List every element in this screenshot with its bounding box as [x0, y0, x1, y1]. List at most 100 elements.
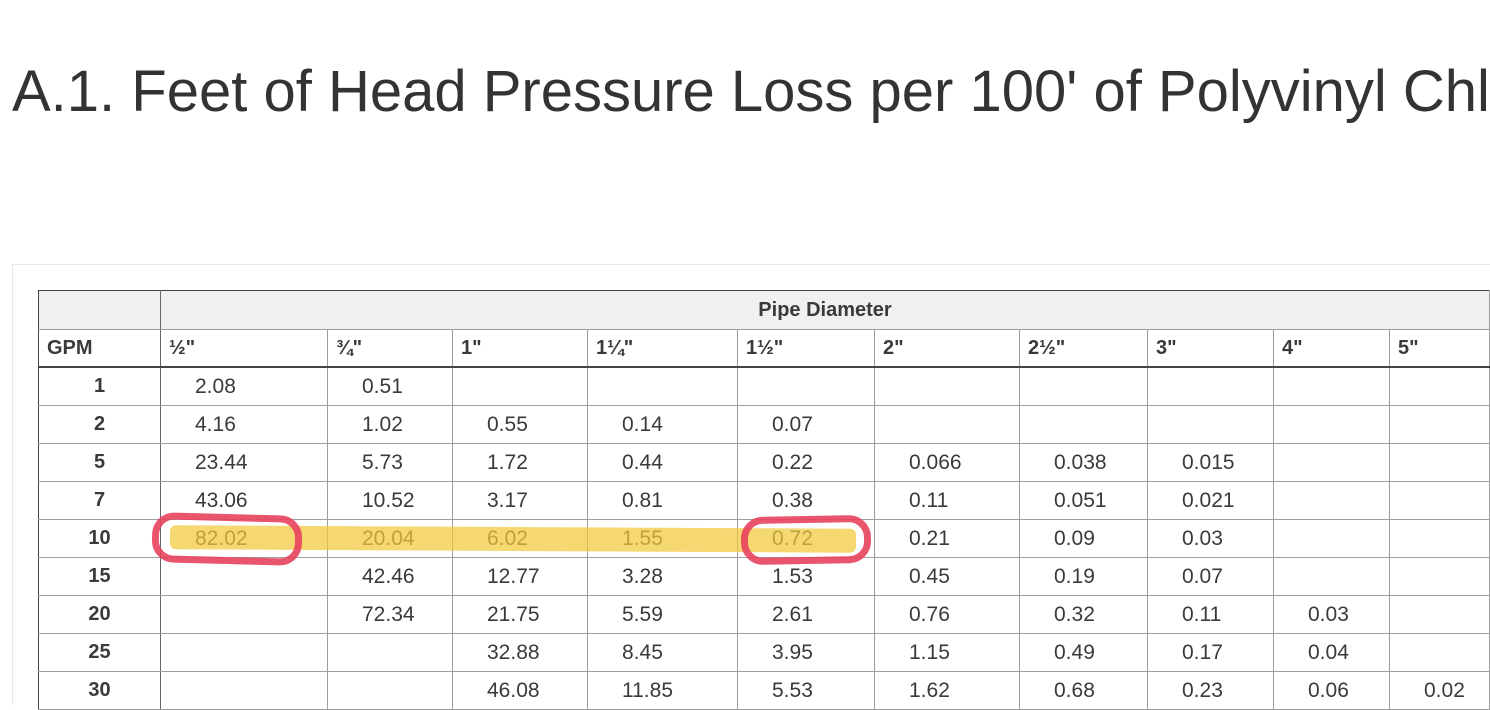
value-cell: 0.04 — [1273, 633, 1390, 672]
value-cell — [1389, 366, 1490, 406]
value-cell: 0.03 — [1147, 519, 1274, 558]
gpm-cell: 30 — [38, 671, 161, 710]
column-header: 1" — [452, 329, 588, 368]
value-cell: 1.62 — [874, 671, 1020, 710]
table-row: 2 4.16 1.02 0.55 0.14 0.07 — [38, 405, 1490, 444]
value-cell — [452, 366, 588, 406]
column-header: 1¼" — [587, 329, 738, 368]
table-row: 5 23.44 5.73 1.72 0.44 0.22 0.066 0.038 0.015 — [38, 443, 1490, 482]
value-cell — [1019, 366, 1148, 406]
value-cell — [874, 366, 1020, 406]
gpm-cell: 25 — [38, 633, 161, 672]
value-cell: 1.55 — [587, 519, 738, 558]
value-cell — [160, 671, 328, 710]
value-cell: 0.14 — [587, 405, 738, 444]
value-cell — [160, 557, 328, 596]
value-cell: 43.06 — [160, 481, 328, 520]
value-cell — [1273, 443, 1390, 482]
value-cell: 0.17 — [1147, 633, 1274, 672]
value-cell — [1019, 405, 1148, 444]
value-cell: 82.02 — [160, 519, 328, 558]
value-cell — [1273, 557, 1390, 596]
value-cell: 72.34 — [327, 595, 453, 634]
value-cell — [1147, 405, 1274, 444]
value-cell — [327, 633, 453, 672]
value-cell: 4.16 — [160, 405, 328, 444]
page-title: A.1. Feet of Head Pressure Loss per 100'… — [12, 59, 1490, 124]
value-cell: 0.051 — [1019, 481, 1148, 520]
value-cell — [327, 671, 453, 710]
gpm-cell: 1 — [38, 366, 161, 406]
value-cell: 0.07 — [1147, 557, 1274, 596]
value-cell: 0.02 — [1389, 671, 1490, 710]
value-cell: 0.51 — [327, 366, 453, 406]
value-cell: 5.59 — [587, 595, 738, 634]
value-cell: 0.015 — [1147, 443, 1274, 482]
value-cell — [1389, 405, 1490, 444]
value-cell — [1147, 366, 1274, 406]
value-cell: 0.11 — [1147, 595, 1274, 634]
value-cell — [1389, 443, 1490, 482]
column-header: 3" — [1147, 329, 1274, 368]
table-row: 30 46.08 11.85 5.53 1.62 0.68 0.23 0.06 0.02 — [38, 671, 1490, 710]
value-cell: 1.72 — [452, 443, 588, 482]
value-cell: 23.44 — [160, 443, 328, 482]
value-cell: 46.08 — [452, 671, 588, 710]
value-cell: 12.77 — [452, 557, 588, 596]
value-cell: 3.17 — [452, 481, 588, 520]
value-cell: 11.85 — [587, 671, 738, 710]
value-cell: 1.02 — [327, 405, 453, 444]
value-cell: 42.46 — [327, 557, 453, 596]
value-cell: 1.53 — [737, 557, 875, 596]
value-cell — [160, 595, 328, 634]
value-cell — [1389, 557, 1490, 596]
gpm-cell: 5 — [38, 443, 161, 482]
gpm-header: GPM — [38, 329, 161, 368]
gpm-cell: 15 — [38, 557, 161, 596]
value-cell: 0.11 — [874, 481, 1020, 520]
table-row: 10 82.02 20.04 6.02 1.55 0.72 0.21 0.09 0.03 — [38, 519, 1490, 558]
value-cell: 1.15 — [874, 633, 1020, 672]
column-header: 4" — [1273, 329, 1390, 368]
value-cell: 0.49 — [1019, 633, 1148, 672]
value-cell: 3.95 — [737, 633, 875, 672]
value-cell: 0.38 — [737, 481, 875, 520]
gpm-cell: 2 — [38, 405, 161, 444]
value-cell: 10.52 — [327, 481, 453, 520]
value-cell — [1389, 633, 1490, 672]
value-cell: 2.61 — [737, 595, 875, 634]
value-cell: 5.53 — [737, 671, 875, 710]
column-header: 2½" — [1019, 329, 1148, 368]
value-cell: 3.28 — [587, 557, 738, 596]
value-cell: 8.45 — [587, 633, 738, 672]
header-corner — [38, 290, 161, 330]
value-cell: 0.55 — [452, 405, 588, 444]
value-cell — [1389, 481, 1490, 520]
value-cell — [1273, 405, 1390, 444]
value-cell: 0.07 — [737, 405, 875, 444]
pipe-diameter-header: Pipe Diameter — [160, 290, 1490, 330]
column-header: 1½" — [737, 329, 875, 368]
value-cell: 0.066 — [874, 443, 1020, 482]
value-cell: 0.72 — [737, 519, 875, 558]
column-header: ½" — [160, 329, 328, 368]
value-cell: 0.22 — [737, 443, 875, 482]
value-cell: 21.75 — [452, 595, 588, 634]
value-cell — [1273, 481, 1390, 520]
value-cell: 0.76 — [874, 595, 1020, 634]
gpm-cell: 7 — [38, 481, 161, 520]
value-cell: 0.68 — [1019, 671, 1148, 710]
value-cell: 0.23 — [1147, 671, 1274, 710]
value-cell — [737, 366, 875, 406]
value-cell: 20.04 — [327, 519, 453, 558]
gpm-cell: 20 — [38, 595, 161, 634]
value-cell: 5.73 — [327, 443, 453, 482]
gpm-cell: 10 — [38, 519, 161, 558]
value-cell: 0.021 — [1147, 481, 1274, 520]
table-row: 25 32.88 8.45 3.95 1.15 0.49 0.17 0.04 — [38, 633, 1490, 672]
column-header: 2" — [874, 329, 1020, 368]
value-cell: 6.02 — [452, 519, 588, 558]
value-cell: 0.21 — [874, 519, 1020, 558]
value-cell: 2.08 — [160, 366, 328, 406]
value-cell: 0.09 — [1019, 519, 1148, 558]
